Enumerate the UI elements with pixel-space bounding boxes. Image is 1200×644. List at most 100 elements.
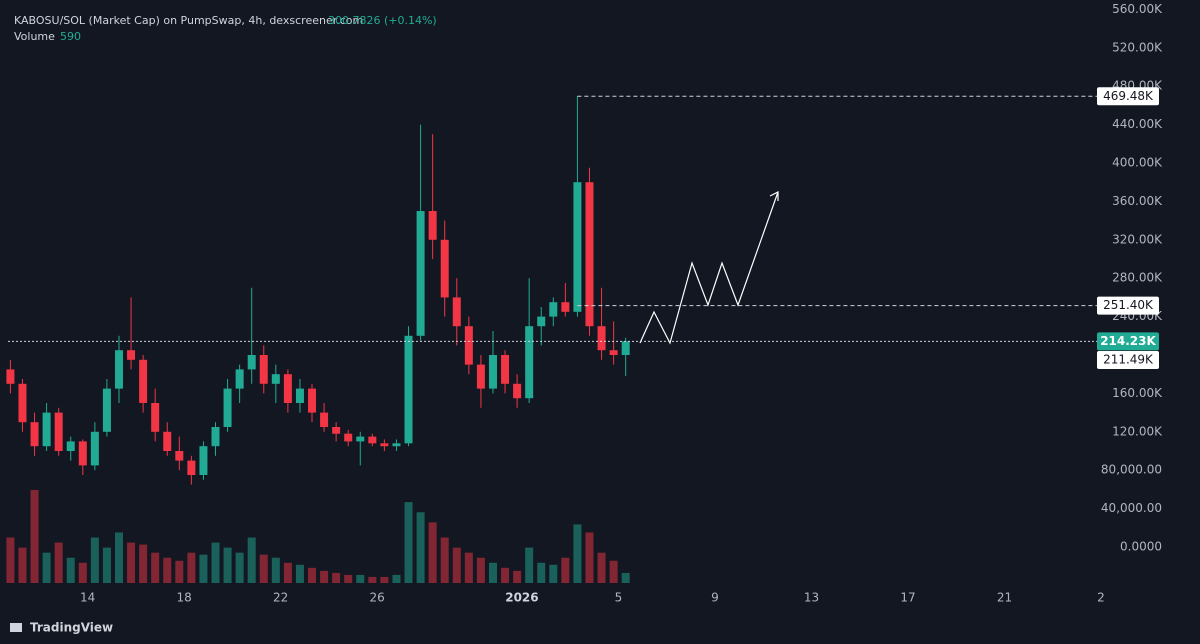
volume-bar — [18, 547, 27, 583]
y-tick-label: 280.00K — [1112, 271, 1163, 285]
candle-body — [283, 374, 292, 404]
y-tick-label: 0.0000 — [1120, 540, 1162, 554]
x-tick-label: 2 — [1097, 591, 1105, 605]
logo-mark — [10, 623, 22, 632]
volume-bar — [320, 570, 329, 583]
brand-logo: TradingView — [10, 621, 113, 635]
price-label-box — [1097, 87, 1159, 106]
price-label-box — [1097, 350, 1159, 369]
volume-bar — [151, 552, 160, 583]
volume-bar — [416, 512, 425, 583]
volume-bar — [513, 570, 522, 583]
volume-bar — [127, 542, 136, 583]
x-tick-label: 18 — [176, 591, 191, 605]
last-price: 300.7826 (+0.14%) — [328, 14, 437, 27]
volume-bar — [392, 574, 401, 583]
y-tick-label: 440.00K — [1112, 117, 1163, 131]
brand: TradingView — [30, 621, 113, 635]
x-tick-label: 26 — [370, 591, 385, 605]
candle-body — [247, 355, 256, 370]
y-tick-label: 400.00K — [1112, 156, 1163, 170]
volume-bar — [332, 572, 341, 583]
candle-body — [416, 211, 425, 336]
candle-body — [42, 412, 51, 447]
candle-body — [151, 403, 160, 432]
candle-body — [235, 369, 244, 389]
plot — [6, 96, 630, 583]
volume-bar — [440, 537, 449, 583]
volume-bar — [452, 547, 461, 583]
volume-label: Volume — [14, 30, 55, 43]
volume-bar — [295, 564, 304, 583]
candle-body — [561, 302, 570, 312]
candle-body — [30, 422, 39, 447]
volume-bar — [259, 554, 268, 583]
volume-bar — [175, 560, 184, 583]
candle-body — [18, 383, 27, 423]
x-tick-label: 14 — [80, 591, 95, 605]
price-label-box — [1097, 332, 1159, 351]
x-tick-label: 5 — [615, 591, 623, 605]
price-label: 251.40K — [1103, 298, 1154, 312]
candle-body — [332, 427, 341, 434]
volume-bar — [404, 502, 413, 583]
volume-bar — [344, 574, 353, 583]
candle-body — [295, 388, 304, 404]
candle-body — [344, 433, 353, 442]
candle-body — [356, 436, 365, 442]
volume-bar — [525, 547, 534, 583]
candle-body — [537, 316, 546, 327]
volume-bar — [66, 557, 75, 583]
y-tick-label: 520.00K — [1112, 40, 1163, 54]
x-tick-label: 9 — [711, 591, 719, 605]
volume-bar — [464, 552, 473, 583]
volume-bar — [211, 542, 220, 583]
volume-value: 590 — [60, 30, 81, 43]
volume-bar — [199, 554, 208, 583]
volume-bar — [561, 557, 570, 583]
y-tick-label: 560.00K — [1112, 2, 1163, 16]
candle-body — [368, 436, 377, 444]
candle-body — [513, 383, 522, 399]
candle-body — [78, 441, 87, 466]
candle-body — [102, 388, 111, 432]
volume-bar — [30, 490, 39, 583]
candle-body — [6, 369, 15, 384]
volume-bar — [6, 537, 15, 583]
volume-bar — [428, 522, 437, 583]
candle-body — [501, 355, 510, 384]
volume-bar — [549, 564, 558, 583]
y-tick-label: 160.00K — [1112, 386, 1163, 400]
x-tick-label: 17 — [900, 591, 915, 605]
x-tick-label: 2026 — [505, 591, 538, 605]
price-label-box — [1097, 296, 1159, 315]
candle-body — [573, 182, 582, 312]
candle-body — [199, 446, 208, 476]
volume-bar — [356, 574, 365, 583]
volume-bar — [271, 557, 280, 583]
candle-body — [464, 326, 473, 365]
volume-bar — [42, 552, 51, 583]
candle-body — [54, 412, 63, 452]
candle-body — [621, 341, 630, 356]
candle-body — [66, 441, 75, 452]
candle-body — [440, 239, 449, 298]
candle-body — [428, 211, 437, 240]
volume-bar — [368, 576, 377, 583]
arrow-head — [769, 191, 779, 201]
price-label: 469.48K — [1103, 89, 1154, 103]
volume-bar — [102, 547, 111, 583]
candle-body — [163, 431, 172, 452]
x-tick-label: 22 — [273, 591, 288, 605]
volume-bar — [609, 560, 618, 583]
volume-bar — [90, 537, 99, 583]
candle-body — [90, 431, 99, 466]
volume-bar — [308, 567, 317, 583]
volume-bar — [501, 567, 510, 583]
y-tick-label: 80,000.00 — [1101, 463, 1162, 477]
candle-body — [392, 443, 401, 447]
volume-bar — [573, 524, 582, 583]
candle-body — [139, 359, 148, 404]
candle-body — [271, 374, 280, 384]
